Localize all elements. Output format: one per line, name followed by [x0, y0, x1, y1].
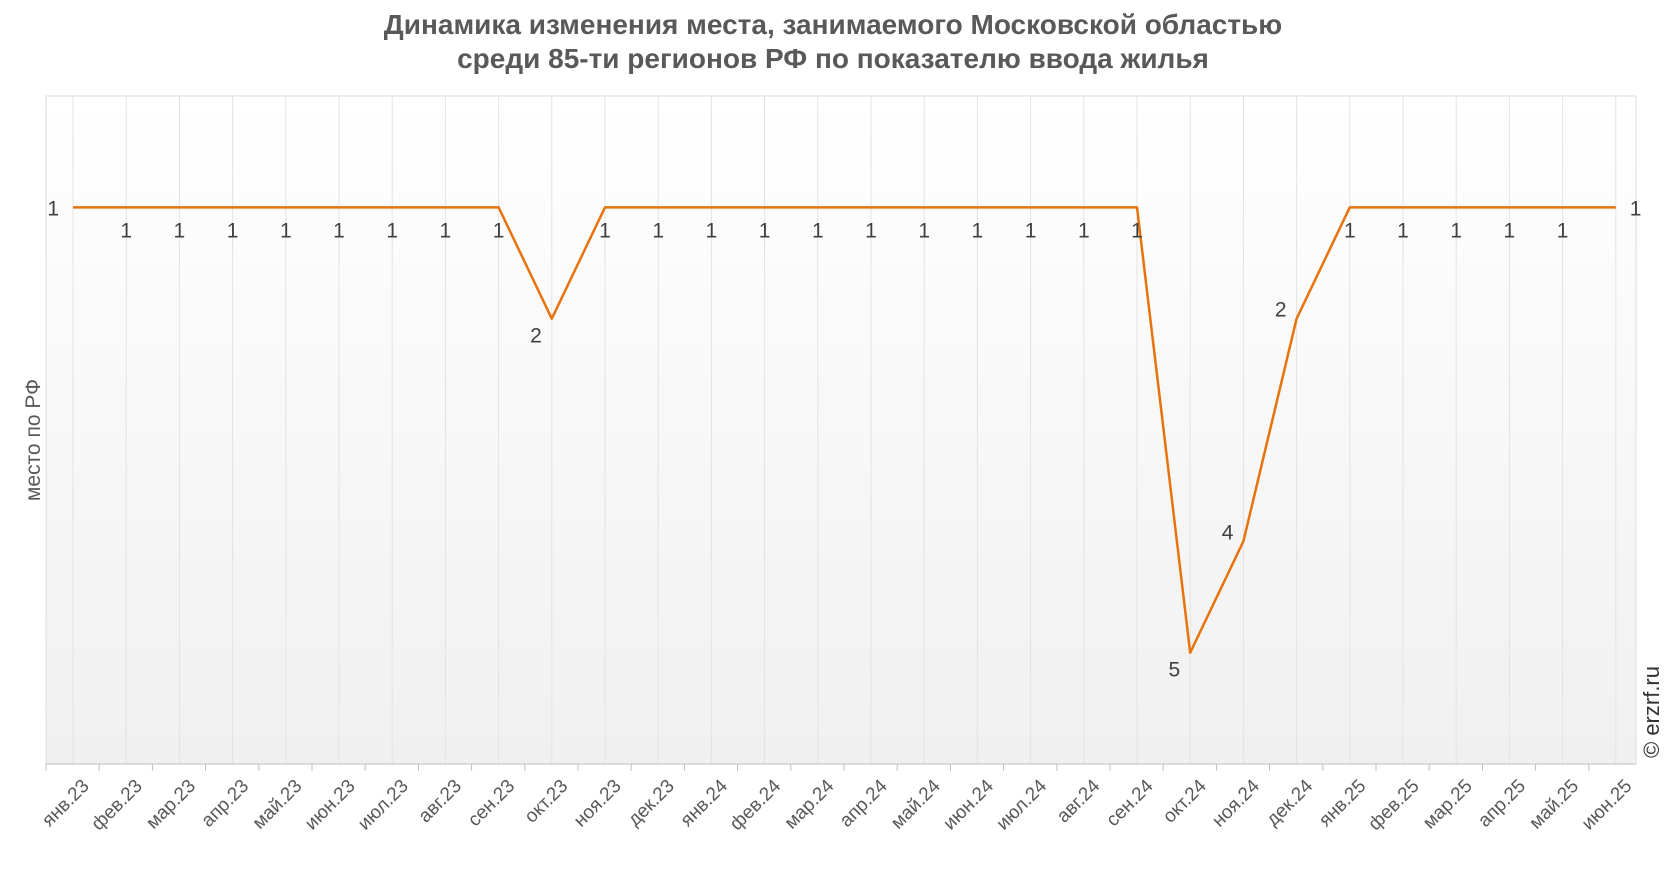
data-label: 2 — [530, 325, 542, 348]
data-label: 1 — [493, 219, 505, 242]
x-tick-label: май.24 — [887, 775, 945, 833]
x-tick-label: фев.25 — [1364, 776, 1423, 835]
x-tick-label: июн.23 — [301, 776, 360, 835]
x-tick-label: апр.23 — [197, 776, 253, 832]
series-line-group — [73, 206, 1616, 654]
series-line — [73, 206, 1616, 654]
data-label: 1 — [174, 219, 186, 242]
data-labels: 1 1 1 1 1 1 1 1 1 2 1 1 1 1 1 1 1 1 1 1 1 5 4 2 1 1 1 1 1 1 — [47, 197, 1641, 681]
x-tick-label: сен.23 — [464, 776, 519, 831]
chart-title-line-1: Динамика изменения места, занимаемого Мо… — [383, 9, 1283, 40]
data-label: 1 — [1450, 219, 1462, 242]
data-label: 1 — [1025, 219, 1037, 242]
y-axis-label: место по РФ — [22, 378, 45, 502]
data-label: 1 — [918, 219, 930, 242]
data-label: 5 — [1169, 659, 1181, 682]
data-label: 4 — [1222, 521, 1234, 544]
chart-title-line-2: среди 85-ти регионов РФ по показателю вв… — [457, 43, 1209, 74]
data-label: 1 — [386, 219, 398, 242]
data-label: 1 — [1344, 219, 1356, 242]
x-tick-labels: янв.23фев.23мар.23апр.23май.23июн.23июл.… — [38, 775, 1636, 835]
plot-area — [45, 95, 1637, 765]
x-tick-label: дек.24 — [1262, 775, 1317, 830]
x-tick-label: ноя.24 — [1208, 775, 1264, 831]
data-label: 1 — [759, 219, 771, 242]
data-label: 1 — [1397, 219, 1409, 242]
data-label: 1 — [120, 219, 132, 242]
x-tick-label: фев.23 — [88, 776, 147, 835]
x-tick-label: апр.25 — [1474, 776, 1530, 832]
watermark: © erzrf.ru — [1639, 666, 1664, 758]
x-tick-label: мар.23 — [142, 776, 200, 834]
x-tick-label: сен.24 — [1102, 775, 1157, 830]
x-tick-label: авг.24 — [1053, 775, 1105, 827]
x-tick-label: авг.23 — [415, 776, 466, 827]
x-tick-label: дек.23 — [624, 776, 679, 831]
data-label: 1 — [1504, 219, 1516, 242]
x-tick-label: янв.25 — [1315, 776, 1370, 831]
data-label: 1 — [812, 219, 824, 242]
data-label: 1 — [599, 219, 611, 242]
x-tick-label: июл.24 — [993, 775, 1052, 834]
data-label: 1 — [227, 219, 239, 242]
data-label: 1 — [333, 219, 345, 242]
data-label: 1 — [865, 219, 877, 242]
x-tick-label: июн.24 — [939, 775, 998, 834]
x-tick-label: май.25 — [1525, 776, 1583, 834]
x-axis — [45, 763, 1636, 771]
x-tick-label: окт.24 — [1159, 775, 1211, 827]
data-label: 1 — [280, 219, 292, 242]
x-tick-label: фев.24 — [726, 775, 785, 834]
x-tick-label: мар.25 — [1419, 776, 1477, 834]
data-label: 2 — [1275, 299, 1287, 322]
x-tick-label: апр.24 — [836, 775, 892, 831]
data-label: 1 — [1131, 219, 1143, 242]
data-label: 1 — [706, 219, 718, 242]
data-label: 1 — [47, 197, 59, 220]
x-tick-label: май.23 — [249, 776, 307, 834]
data-label: 1 — [440, 219, 452, 242]
x-tick-label: мар.24 — [781, 775, 839, 833]
x-tick-label: ноя.23 — [570, 776, 626, 832]
x-tick-label: июн.25 — [1578, 776, 1637, 835]
x-tick-label: янв.23 — [38, 776, 93, 831]
data-label: 1 — [1557, 219, 1569, 242]
data-label: 1 — [652, 219, 664, 242]
data-label: 1 — [1630, 197, 1642, 220]
x-tick-label: янв.24 — [677, 775, 733, 831]
x-tick-label: окт.23 — [521, 776, 573, 828]
chart-title: Динамика изменения места, занимаемого Мо… — [0, 8, 1666, 76]
data-label: 1 — [1078, 219, 1090, 242]
data-label: 1 — [972, 219, 984, 242]
x-tick-label: июл.23 — [354, 776, 413, 835]
